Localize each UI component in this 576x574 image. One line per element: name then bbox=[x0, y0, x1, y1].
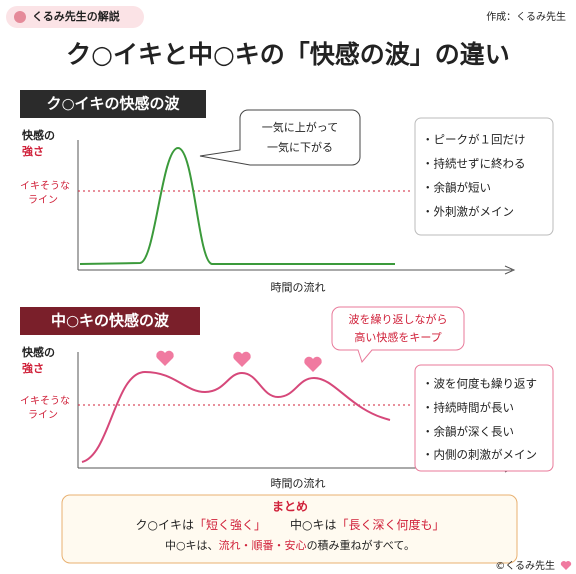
point: ・余韻が深く長い bbox=[422, 425, 514, 439]
threshold-label: ライン bbox=[28, 409, 58, 421]
heart bbox=[156, 350, 174, 366]
summary-emphasis: 「長く深く何度も」 bbox=[336, 517, 444, 532]
badge-text: くるみ先生の解説 bbox=[32, 9, 120, 23]
y-label: 強さ bbox=[22, 144, 44, 158]
y-label: 快感の bbox=[21, 345, 55, 359]
footer: ©くるみ先生 bbox=[495, 559, 555, 572]
section-heading-box bbox=[20, 90, 206, 118]
point: ・外刺激がメイン bbox=[422, 205, 514, 219]
y-label: 強さ bbox=[22, 361, 44, 375]
callout-text: 一気に上がって bbox=[262, 120, 338, 134]
arrow bbox=[504, 265, 516, 275]
summary-line: ク○イキは「短く強く」 中○キは「長く深く何度も」 bbox=[136, 517, 445, 532]
y-label: 快感の bbox=[21, 128, 55, 142]
heart bbox=[304, 356, 322, 372]
points-box bbox=[414, 117, 554, 236]
summary-heading: まとめ bbox=[272, 500, 308, 514]
summary-line: 中○キは、流れ・順番・安心の積み重ねがすべて。 bbox=[165, 538, 415, 552]
wave-curve bbox=[81, 370, 391, 463]
heart bbox=[560, 561, 572, 570]
section-heading-box bbox=[20, 307, 200, 335]
section-heading: 中○キの快感の波 bbox=[51, 312, 170, 330]
heart bbox=[233, 351, 251, 367]
summary-box bbox=[61, 494, 518, 564]
summary-emphasis: 流れ・順番・安心 bbox=[219, 538, 307, 552]
point: ・持続せずに終わる bbox=[422, 157, 526, 171]
threshold-label: ライン bbox=[28, 194, 58, 206]
summary-text: の積み重ねがすべて。 bbox=[307, 538, 415, 552]
flower-icon bbox=[14, 11, 26, 23]
wave-curve bbox=[79, 146, 395, 265]
x-label: 時間の流れ bbox=[271, 280, 326, 294]
title: ク○イキと中○キの「快感の波」の違い bbox=[66, 40, 510, 69]
point: ・余韻が短い bbox=[422, 181, 491, 195]
summary-text: 中○キは、 bbox=[165, 539, 219, 552]
point: ・波を何度も繰り返す bbox=[422, 377, 537, 391]
point: ・ピークが１回だけ bbox=[422, 133, 526, 147]
callout bbox=[331, 306, 465, 364]
author: 作成：くるみ先生 bbox=[486, 10, 566, 23]
point: ・持続時間が長い bbox=[422, 401, 514, 415]
point: ・内側の刺激がメイン bbox=[422, 448, 537, 462]
callout-text: 一気に下がる bbox=[267, 140, 333, 154]
badge bbox=[6, 6, 144, 28]
threshold-label: イキそうな bbox=[20, 395, 70, 407]
summary-text: 中○キは bbox=[290, 517, 336, 532]
threshold-label: イキそうな bbox=[20, 180, 70, 192]
section-heading: ク○イキの快感の波 bbox=[46, 95, 180, 113]
points-box bbox=[414, 364, 554, 472]
callout-text: 高い快感をキープ bbox=[354, 330, 441, 344]
summary-emphasis: 「短く強く」 bbox=[194, 518, 266, 532]
callout bbox=[199, 109, 361, 166]
summary-text: ク○イキは bbox=[136, 518, 194, 532]
x-label: 時間の流れ bbox=[271, 476, 326, 490]
callout-text: 波を繰り返しながら bbox=[349, 312, 448, 326]
